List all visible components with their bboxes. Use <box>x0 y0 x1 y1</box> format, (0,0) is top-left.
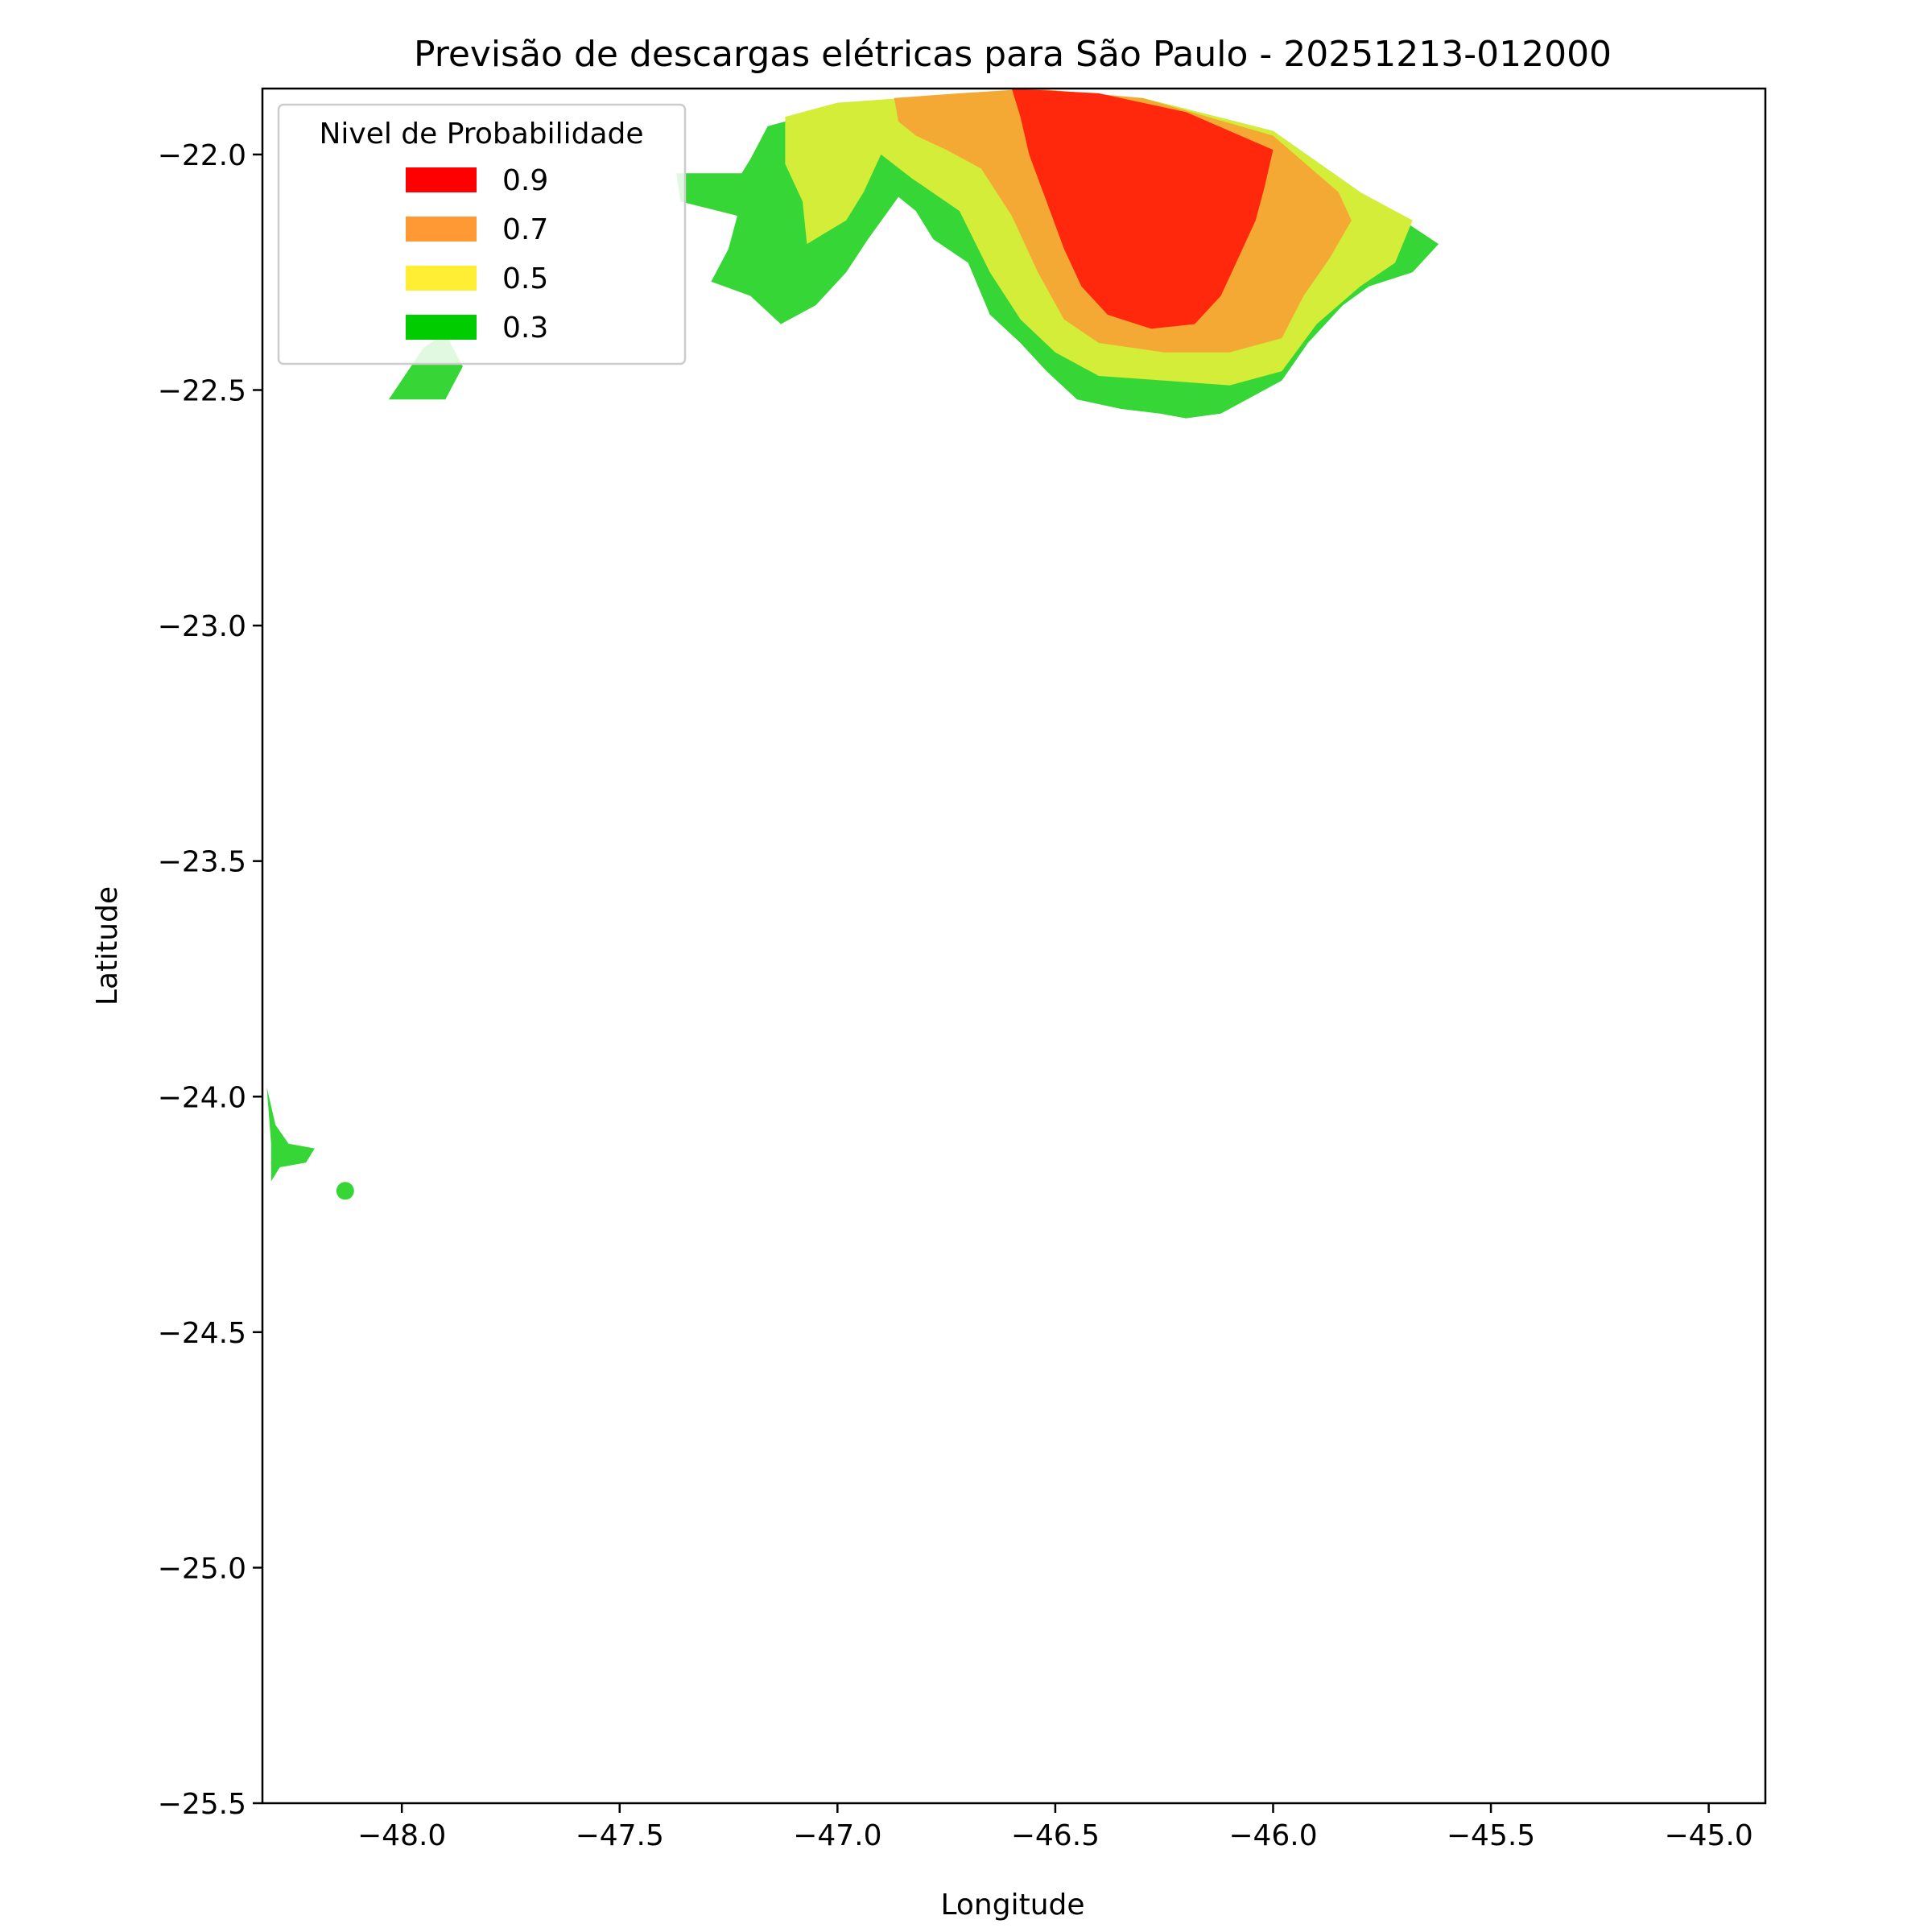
legend-label-05: 0.5 <box>502 262 548 295</box>
x-tick-label: −46.0 <box>1228 1819 1317 1852</box>
x-tick-label: −46.5 <box>1011 1819 1100 1852</box>
y-tick-label: −25.0 <box>158 1552 246 1585</box>
x-axis-ticks: −48.0 −47.5 −47.0 −46.5 −46.0 −45.5 −45.0 <box>357 1803 1753 1852</box>
y-tick-label: −22.5 <box>158 375 246 408</box>
legend-label-07: 0.7 <box>502 213 548 246</box>
legend-swatch-07 <box>406 217 477 242</box>
legend: Nivel de Probabilidade 0.9 0.7 0.5 0.3 <box>277 103 687 365</box>
probability-regions <box>266 89 1439 1182</box>
region-level-03-5 <box>266 1087 315 1182</box>
legend-box <box>277 103 687 365</box>
y-tick-label: −25.5 <box>158 1788 246 1821</box>
y-tick-label: −24.0 <box>158 1081 246 1114</box>
chart-title: Previsão de descargas elétricas para São… <box>414 34 1612 75</box>
region-point-0 <box>336 1182 354 1200</box>
x-axis-label: Longitude <box>940 1889 1084 1922</box>
y-tick-label: −22.0 <box>158 139 246 172</box>
y-axis-ticks: −22.0 −22.5 −23.0 −23.5 −24.0 −24.5 −25.0 −25.5 <box>158 139 262 1821</box>
legend-label-09: 0.9 <box>502 164 548 197</box>
x-tick-label: −48.0 <box>357 1819 446 1852</box>
legend-title: Nivel de Probabilidade <box>319 118 643 151</box>
y-tick-label: −23.5 <box>158 846 246 879</box>
plot-frame <box>261 87 1767 1805</box>
region-level-09-3 <box>1011 89 1274 329</box>
y-axis-label: Latitude <box>91 886 124 1005</box>
y-tick-label: −24.5 <box>158 1317 246 1350</box>
legend-swatch-03 <box>406 315 477 340</box>
probability-points <box>336 1182 354 1200</box>
x-tick-label: −47.5 <box>576 1819 664 1852</box>
x-tick-label: −45.5 <box>1447 1819 1535 1852</box>
legend-label-03: 0.3 <box>502 312 548 345</box>
x-tick-label: −47.0 <box>793 1819 881 1852</box>
legend-swatch-05 <box>406 266 477 291</box>
legend-swatch-09 <box>406 167 477 192</box>
legend-entries: 0.9 0.7 0.5 0.3 <box>406 164 548 345</box>
y-tick-label: −23.0 <box>158 610 246 643</box>
x-tick-label: −45.0 <box>1664 1819 1752 1852</box>
